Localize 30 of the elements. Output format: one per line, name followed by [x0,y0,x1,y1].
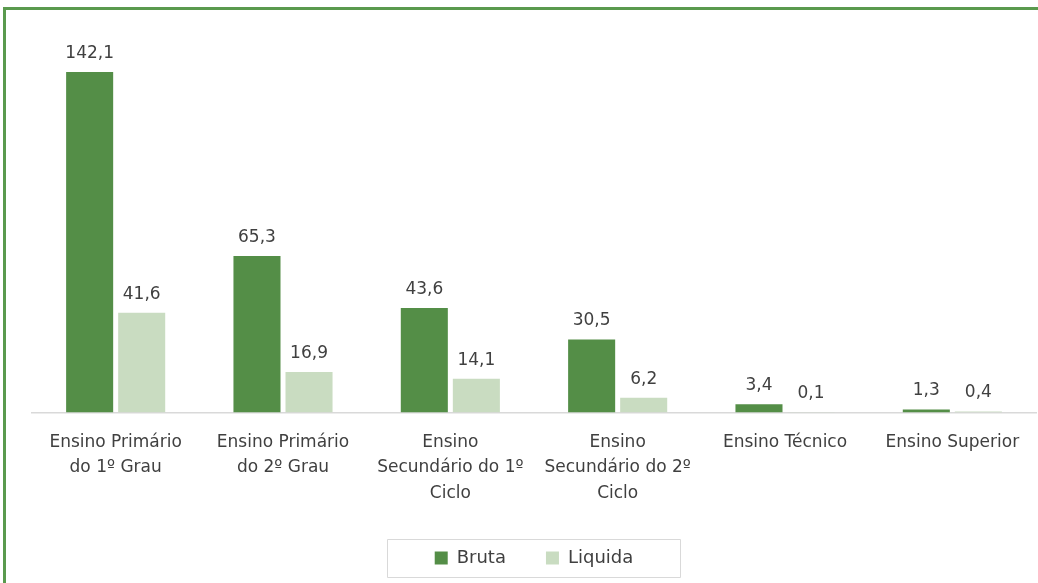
bar [118,312,166,413]
x-tick-label: Ensino Técnico [722,430,848,451]
bar [902,409,950,413]
x-tick-label: Ensino Superior [885,430,1020,451]
data-label: 0,1 [797,382,825,403]
legend-label: Bruta [456,545,506,567]
data-label: 65,3 [238,225,276,246]
bar [568,339,616,413]
data-label: 6,2 [630,367,658,388]
data-label: 41,6 [122,282,161,303]
bar [735,404,783,413]
data-label: 43,6 [405,277,444,298]
bar [620,397,668,413]
bar [66,72,114,413]
x-tick-label: Ensino Primário do 1º Grau [49,430,182,477]
data-label: 14,1 [457,348,496,369]
data-label: 16,9 [290,341,328,362]
data-label: 3,4 [745,374,773,395]
data-label: 0,4 [964,381,992,402]
bar [452,378,500,413]
data-label: 142,1 [65,41,114,62]
bar [400,308,448,413]
x-tick-label: Ensino Secundário do 1º Ciclo [377,430,524,502]
x-tick-label: Ensino Secundário do 2º Ciclo [544,430,691,502]
data-label: 30,5 [572,309,611,330]
bar [285,372,333,413]
bar [233,256,281,413]
data-label: 1,3 [912,379,940,400]
legend-label: Liquida [567,545,634,567]
x-tick-label: Ensino Primário do 2º Grau [216,430,350,477]
